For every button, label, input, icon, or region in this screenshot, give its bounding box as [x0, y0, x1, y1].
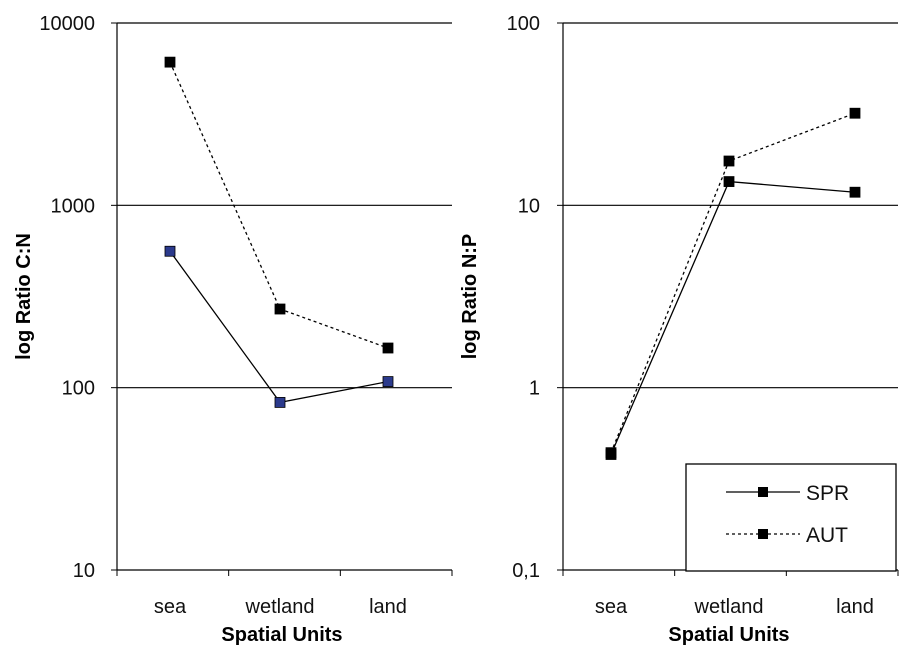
series-point-aut: [723, 155, 735, 167]
series-point-aut: [849, 107, 861, 119]
x-axis-title: Spatial Units: [668, 624, 789, 646]
y-tick-label: 100: [62, 378, 95, 400]
x-tick-label: land: [369, 596, 407, 618]
series-line-spr: [169, 250, 389, 404]
series-point-spr: [723, 176, 735, 187]
y-axis-title: log Ratio C:N: [13, 233, 35, 360]
chart-np-ratio: 0,1 1 10 100 sea wetland land Spatial Units log …: [459, 13, 899, 646]
series-point-spr: [164, 245, 176, 257]
series-point-spr: [849, 186, 861, 198]
x-axis-title: Spatial Units: [221, 624, 342, 646]
legend: SPR AUT: [685, 463, 897, 572]
x-tick-label: wetland: [245, 596, 315, 618]
legend-label-spr: SPR: [806, 482, 849, 505]
series-point-aut: [164, 56, 176, 68]
series-point-spr: [274, 397, 286, 408]
y-tick-label: 1: [529, 378, 540, 400]
legend-label-aut: AUT: [806, 524, 848, 547]
x-tick-label: land: [836, 596, 874, 618]
series-line-spr: [610, 180, 856, 455]
y-axis-title: log Ratio N:P: [459, 234, 481, 360]
series-point-aut: [274, 303, 286, 315]
x-tick-label: sea: [154, 596, 187, 618]
x-tick-label: wetland: [694, 596, 764, 618]
y-tick-label: 100: [507, 13, 540, 35]
legend-marker-spr: [758, 487, 768, 497]
legend-box: [685, 463, 897, 572]
series-point-spr: [382, 376, 394, 387]
y-tick-label: 10000: [39, 13, 95, 35]
chart-cn-ratio: 10 100 1000 10000 sea wetland land Spatial Unit…: [13, 13, 453, 646]
y-tick-label: 10: [518, 195, 540, 217]
legend-marker-aut: [758, 529, 768, 539]
y-tick-label: 1000: [51, 195, 96, 217]
y-tick-label: 10: [73, 560, 95, 582]
y-tick-label: 0,1: [512, 560, 540, 582]
series-point-aut: [382, 342, 394, 354]
x-tick-label: sea: [595, 596, 628, 618]
series-point-aut: [605, 447, 617, 459]
